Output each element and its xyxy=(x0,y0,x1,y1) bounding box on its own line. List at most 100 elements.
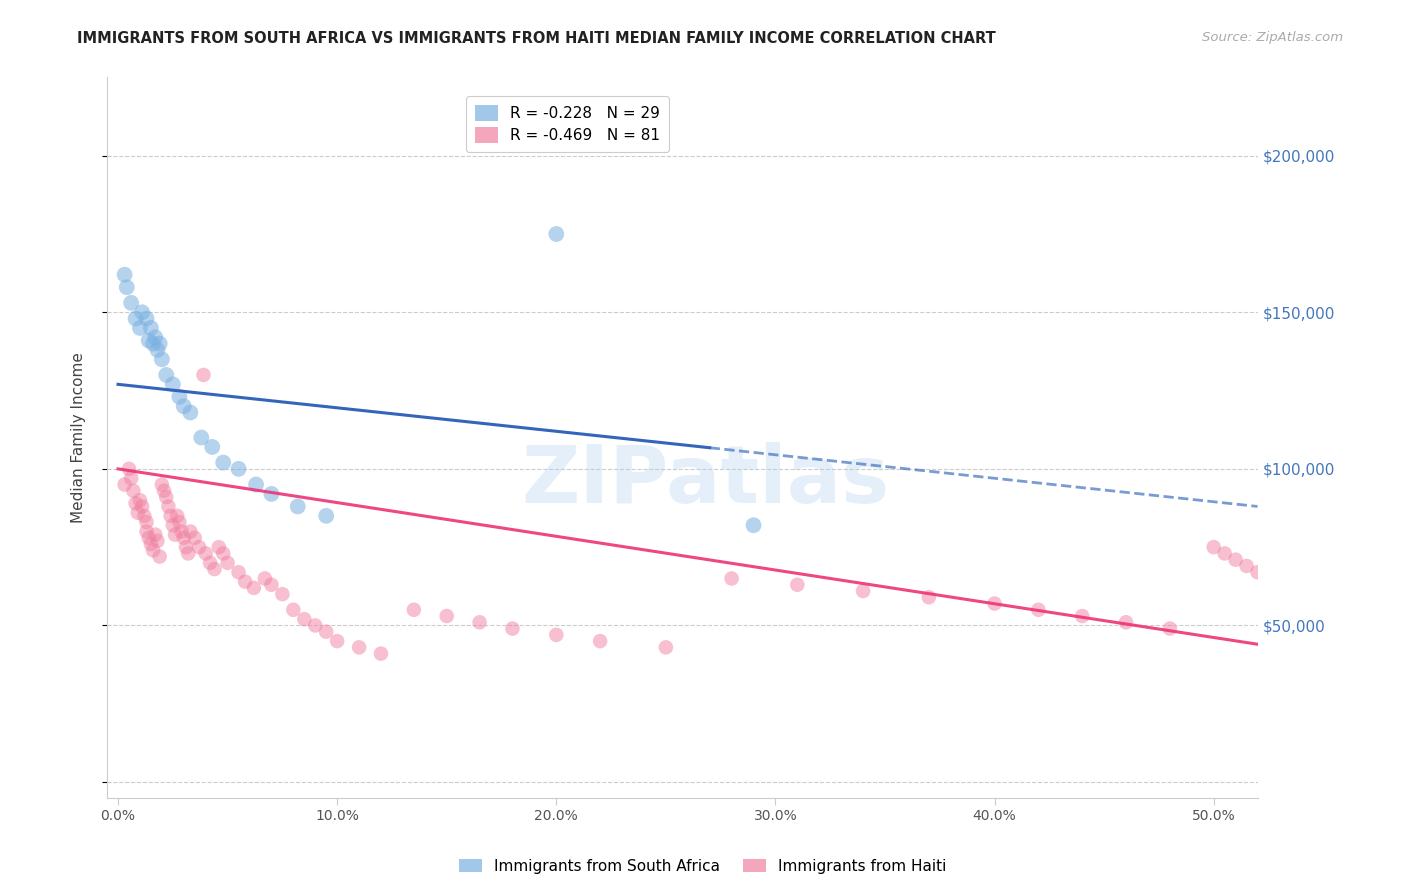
Point xyxy=(138,531,160,545)
Point xyxy=(135,311,157,326)
Point xyxy=(129,493,152,508)
Point xyxy=(135,515,157,529)
Point xyxy=(245,477,267,491)
Point xyxy=(198,556,221,570)
Point xyxy=(159,508,181,523)
Point xyxy=(1202,540,1225,554)
Point xyxy=(131,305,153,319)
Point xyxy=(1291,591,1313,605)
Point xyxy=(1246,565,1268,579)
Point xyxy=(1268,578,1291,592)
Point xyxy=(253,572,276,586)
Point xyxy=(287,500,309,514)
Point xyxy=(149,549,172,564)
Point xyxy=(139,537,162,551)
Point xyxy=(127,506,149,520)
Point xyxy=(201,440,224,454)
Point xyxy=(124,311,146,326)
Point xyxy=(138,334,160,348)
Point xyxy=(1159,622,1181,636)
Point xyxy=(179,524,201,539)
Point xyxy=(315,508,337,523)
Point xyxy=(283,603,305,617)
Point xyxy=(501,622,523,636)
Point xyxy=(315,624,337,639)
Point xyxy=(149,336,172,351)
Point xyxy=(115,280,138,294)
Point xyxy=(271,587,294,601)
Point xyxy=(1301,597,1323,611)
Legend: R = -0.228   N = 29, R = -0.469   N = 81: R = -0.228 N = 29, R = -0.469 N = 81 xyxy=(465,95,669,153)
Point xyxy=(292,612,315,626)
Point xyxy=(118,462,141,476)
Point xyxy=(120,296,142,310)
Point xyxy=(436,609,458,624)
Point xyxy=(131,500,153,514)
Point xyxy=(918,591,941,605)
Point xyxy=(155,368,177,382)
Point xyxy=(153,483,176,498)
Legend: Immigrants from South Africa, Immigrants from Haiti: Immigrants from South Africa, Immigrants… xyxy=(453,853,953,880)
Point xyxy=(170,524,193,539)
Point xyxy=(1257,572,1279,586)
Point xyxy=(169,515,191,529)
Point xyxy=(169,390,191,404)
Point xyxy=(155,490,177,504)
Point xyxy=(370,647,392,661)
Point xyxy=(589,634,612,648)
Point xyxy=(1225,552,1247,566)
Point xyxy=(174,540,197,554)
Point xyxy=(157,500,180,514)
Point xyxy=(150,477,173,491)
Point xyxy=(347,640,370,655)
Point xyxy=(193,368,215,382)
Point xyxy=(243,581,266,595)
Point xyxy=(212,456,235,470)
Point xyxy=(114,477,136,491)
Point xyxy=(402,603,425,617)
Point xyxy=(162,377,184,392)
Point xyxy=(1312,603,1334,617)
Point xyxy=(468,615,491,630)
Point xyxy=(139,321,162,335)
Point xyxy=(228,462,250,476)
Point xyxy=(655,640,678,655)
Point xyxy=(208,540,231,554)
Point xyxy=(166,508,188,523)
Point xyxy=(162,518,184,533)
Point xyxy=(1236,558,1258,573)
Point xyxy=(135,524,157,539)
Point xyxy=(194,546,217,560)
Point xyxy=(233,574,256,589)
Point xyxy=(173,399,195,413)
Point xyxy=(1213,546,1236,560)
Point xyxy=(1071,609,1094,624)
Point xyxy=(786,578,808,592)
Point xyxy=(120,471,142,485)
Point xyxy=(720,572,742,586)
Point xyxy=(179,405,201,419)
Point xyxy=(146,533,169,548)
Point xyxy=(260,578,283,592)
Text: ZIPatlas: ZIPatlas xyxy=(522,442,890,520)
Y-axis label: Median Family Income: Median Family Income xyxy=(72,352,86,523)
Point xyxy=(1279,584,1302,599)
Point xyxy=(146,343,169,357)
Point xyxy=(177,546,200,560)
Point xyxy=(742,518,765,533)
Point xyxy=(183,531,205,545)
Point xyxy=(143,330,166,344)
Point xyxy=(204,562,226,576)
Point xyxy=(134,508,156,523)
Point xyxy=(142,336,165,351)
Point xyxy=(260,487,283,501)
Point xyxy=(304,618,326,632)
Point xyxy=(129,321,152,335)
Point xyxy=(546,628,568,642)
Point xyxy=(142,543,165,558)
Point xyxy=(188,540,211,554)
Point xyxy=(163,527,186,541)
Point xyxy=(212,546,235,560)
Point xyxy=(546,227,568,241)
Point xyxy=(228,565,250,579)
